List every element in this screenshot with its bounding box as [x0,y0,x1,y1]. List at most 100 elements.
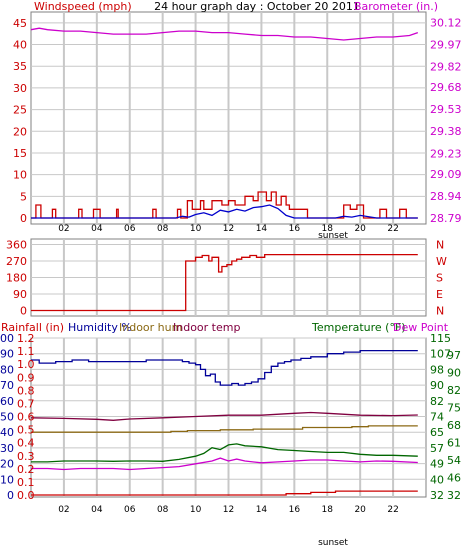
dew_point-line [31,457,418,471]
temperature-tick-label: 61 [447,437,461,450]
hour-tick-label: 12 [223,224,234,234]
temperature-humidity-panel: Rainfall (in) Humidity % Indoor hum Indo… [0,321,461,548]
rainfall-tick-label: 0.0 [17,489,35,502]
barometer-tick-label: 30.12 [430,16,462,29]
temperature-line [31,443,418,463]
direction-degree-ticks: 0 90 180 270 360 [6,239,27,318]
temperature-tick-label: 97 [447,349,461,362]
humidity-tick-label: 50 [0,411,14,424]
temperature-ticks-outer: 32 46 54 61 68 75 82 90 97 [447,349,461,502]
barometer-tick-label: 29.68 [430,81,462,94]
indoor-hum-legend: Indoor hum [119,321,182,334]
barometer-tick-label: 29.53 [430,103,462,116]
temperature-tick-label: 82 [447,384,461,397]
wind_avg-line [31,204,418,219]
temperature-tick-label: 115 [430,332,451,345]
hour-tick-label: 20 [354,505,366,515]
hour-tick-label: 04 [91,505,103,515]
windspeed-tick-label: 20 [13,125,27,138]
temperature-tick-label: 82 [430,395,444,408]
hour-tick-label: 16 [289,224,301,234]
windspeed-tick-label: 0 [20,212,27,225]
windspeed-tick-label: 45 [13,17,27,30]
rainfall-tick-label: 0.1 [17,476,35,489]
temperature-tick-label: 90 [430,379,444,392]
temperature-tick-label: 32 [430,489,444,502]
wind-barometer-panel: Windspeed (mph) 24 hour graph day : Octo… [13,0,462,241]
hour-tick-label: 20 [354,224,366,234]
sunset-marker-label: sunset [318,231,348,241]
humidity-line [31,349,418,386]
hour-tick-label: 02 [58,505,69,515]
direction-series [31,253,418,312]
rainfall-ticks: 0.00.10.20.30.40.50.60.70.80.91.01.11.2 [17,332,35,502]
windspeed-tick-label: 30 [13,82,27,95]
hour-tick-label: 10 [190,224,202,234]
temperature-axis-label: Temperature (°F) [311,321,406,334]
barometer-tick-label: 29.97 [430,38,462,51]
rainfall-tick-label: 1.1 [17,345,35,358]
wind-series [30,27,419,219]
direction-tick-label: 270 [6,255,27,268]
hour-tick-label: 18 [322,224,334,234]
wind-direction-line [31,253,418,312]
humidity-tick-label: 30 [0,442,14,455]
temperature-tick-label: 107 [430,348,451,361]
barometer-tick-label: 29.23 [430,147,462,160]
barometer-tick-label: 29.38 [430,125,462,138]
barometer-line [30,27,419,41]
temperature-grid [31,337,426,497]
barometer-tick-label: 28.94 [430,190,462,203]
temperature-hour-ticks: 02 04 06 08 10 12 14 16 18 20 22 [58,505,399,515]
hour-tick-label: 22 [387,224,398,234]
temperature-tick-label: 90 [447,367,461,380]
windspeed-tick-label: 5 [20,190,27,203]
hour-tick-label: 16 [289,505,301,515]
rainfall-tick-label: 0.3 [17,450,35,463]
direction-tick-label: 360 [6,239,27,252]
graph-title: 24 hour graph day : October 20 2011 [154,0,360,13]
compass-tick-label: E [436,288,443,301]
rainfall-tick-label: 0.9 [17,371,35,384]
wind_gust-line [31,191,418,219]
temperature-tick-label: 49 [430,458,444,471]
humidity-ticks: 0 10 20 30 40 50 60 70 80 90 100 [0,332,14,502]
hour-tick-label: 06 [124,224,136,234]
hour-tick-label: 14 [256,224,268,234]
rainfall-axis-label: Rainfall (in) [1,321,64,334]
hour-tick-label: 08 [157,505,169,515]
wind-grid [31,12,426,224]
windspeed-tick-label: 35 [13,60,27,73]
humidity-tick-label: 40 [0,426,14,439]
humidity-tick-label: 20 [0,458,14,471]
indoor_hum-line [31,425,418,433]
temperature-ticks-inner: 32 40 49 57 65 74 82 90 98 107 115 [430,332,451,502]
hour-tick-label: 12 [223,505,234,515]
humidity-tick-label: 60 [0,395,14,408]
temperature-tick-label: 65 [430,426,444,439]
wind-hour-ticks: 02 04 06 08 10 12 14 16 18 20 22 [58,224,399,234]
hour-tick-label: 10 [190,505,202,515]
hour-tick-label: 02 [58,224,69,234]
windspeed-tick-label: 10 [13,169,27,182]
rainfall-tick-label: 1.2 [17,332,35,345]
temperature-tick-label: 98 [430,363,444,376]
compass-tick-label: N [436,305,444,318]
direction-tick-label: 0 [20,305,27,318]
sunset-marker-label: sunset [318,538,348,548]
temperature-tick-label: 57 [430,442,444,455]
hour-tick-label: 08 [157,224,169,234]
compass-tick-label: S [436,272,443,285]
windspeed-tick-label: 25 [13,104,27,117]
hour-tick-label: 14 [256,505,268,515]
temperature-tick-label: 68 [447,419,461,432]
rainfall-tick-label: 0.7 [17,397,35,410]
rainfall-tick-label: 0.8 [17,384,35,397]
temperature-tick-label: 46 [447,472,461,485]
compass-tick-label: W [436,255,447,268]
direction-tick-label: 90 [13,288,27,301]
direction-tick-label: 180 [6,272,27,285]
rainfall-tick-label: 0.4 [17,437,35,450]
